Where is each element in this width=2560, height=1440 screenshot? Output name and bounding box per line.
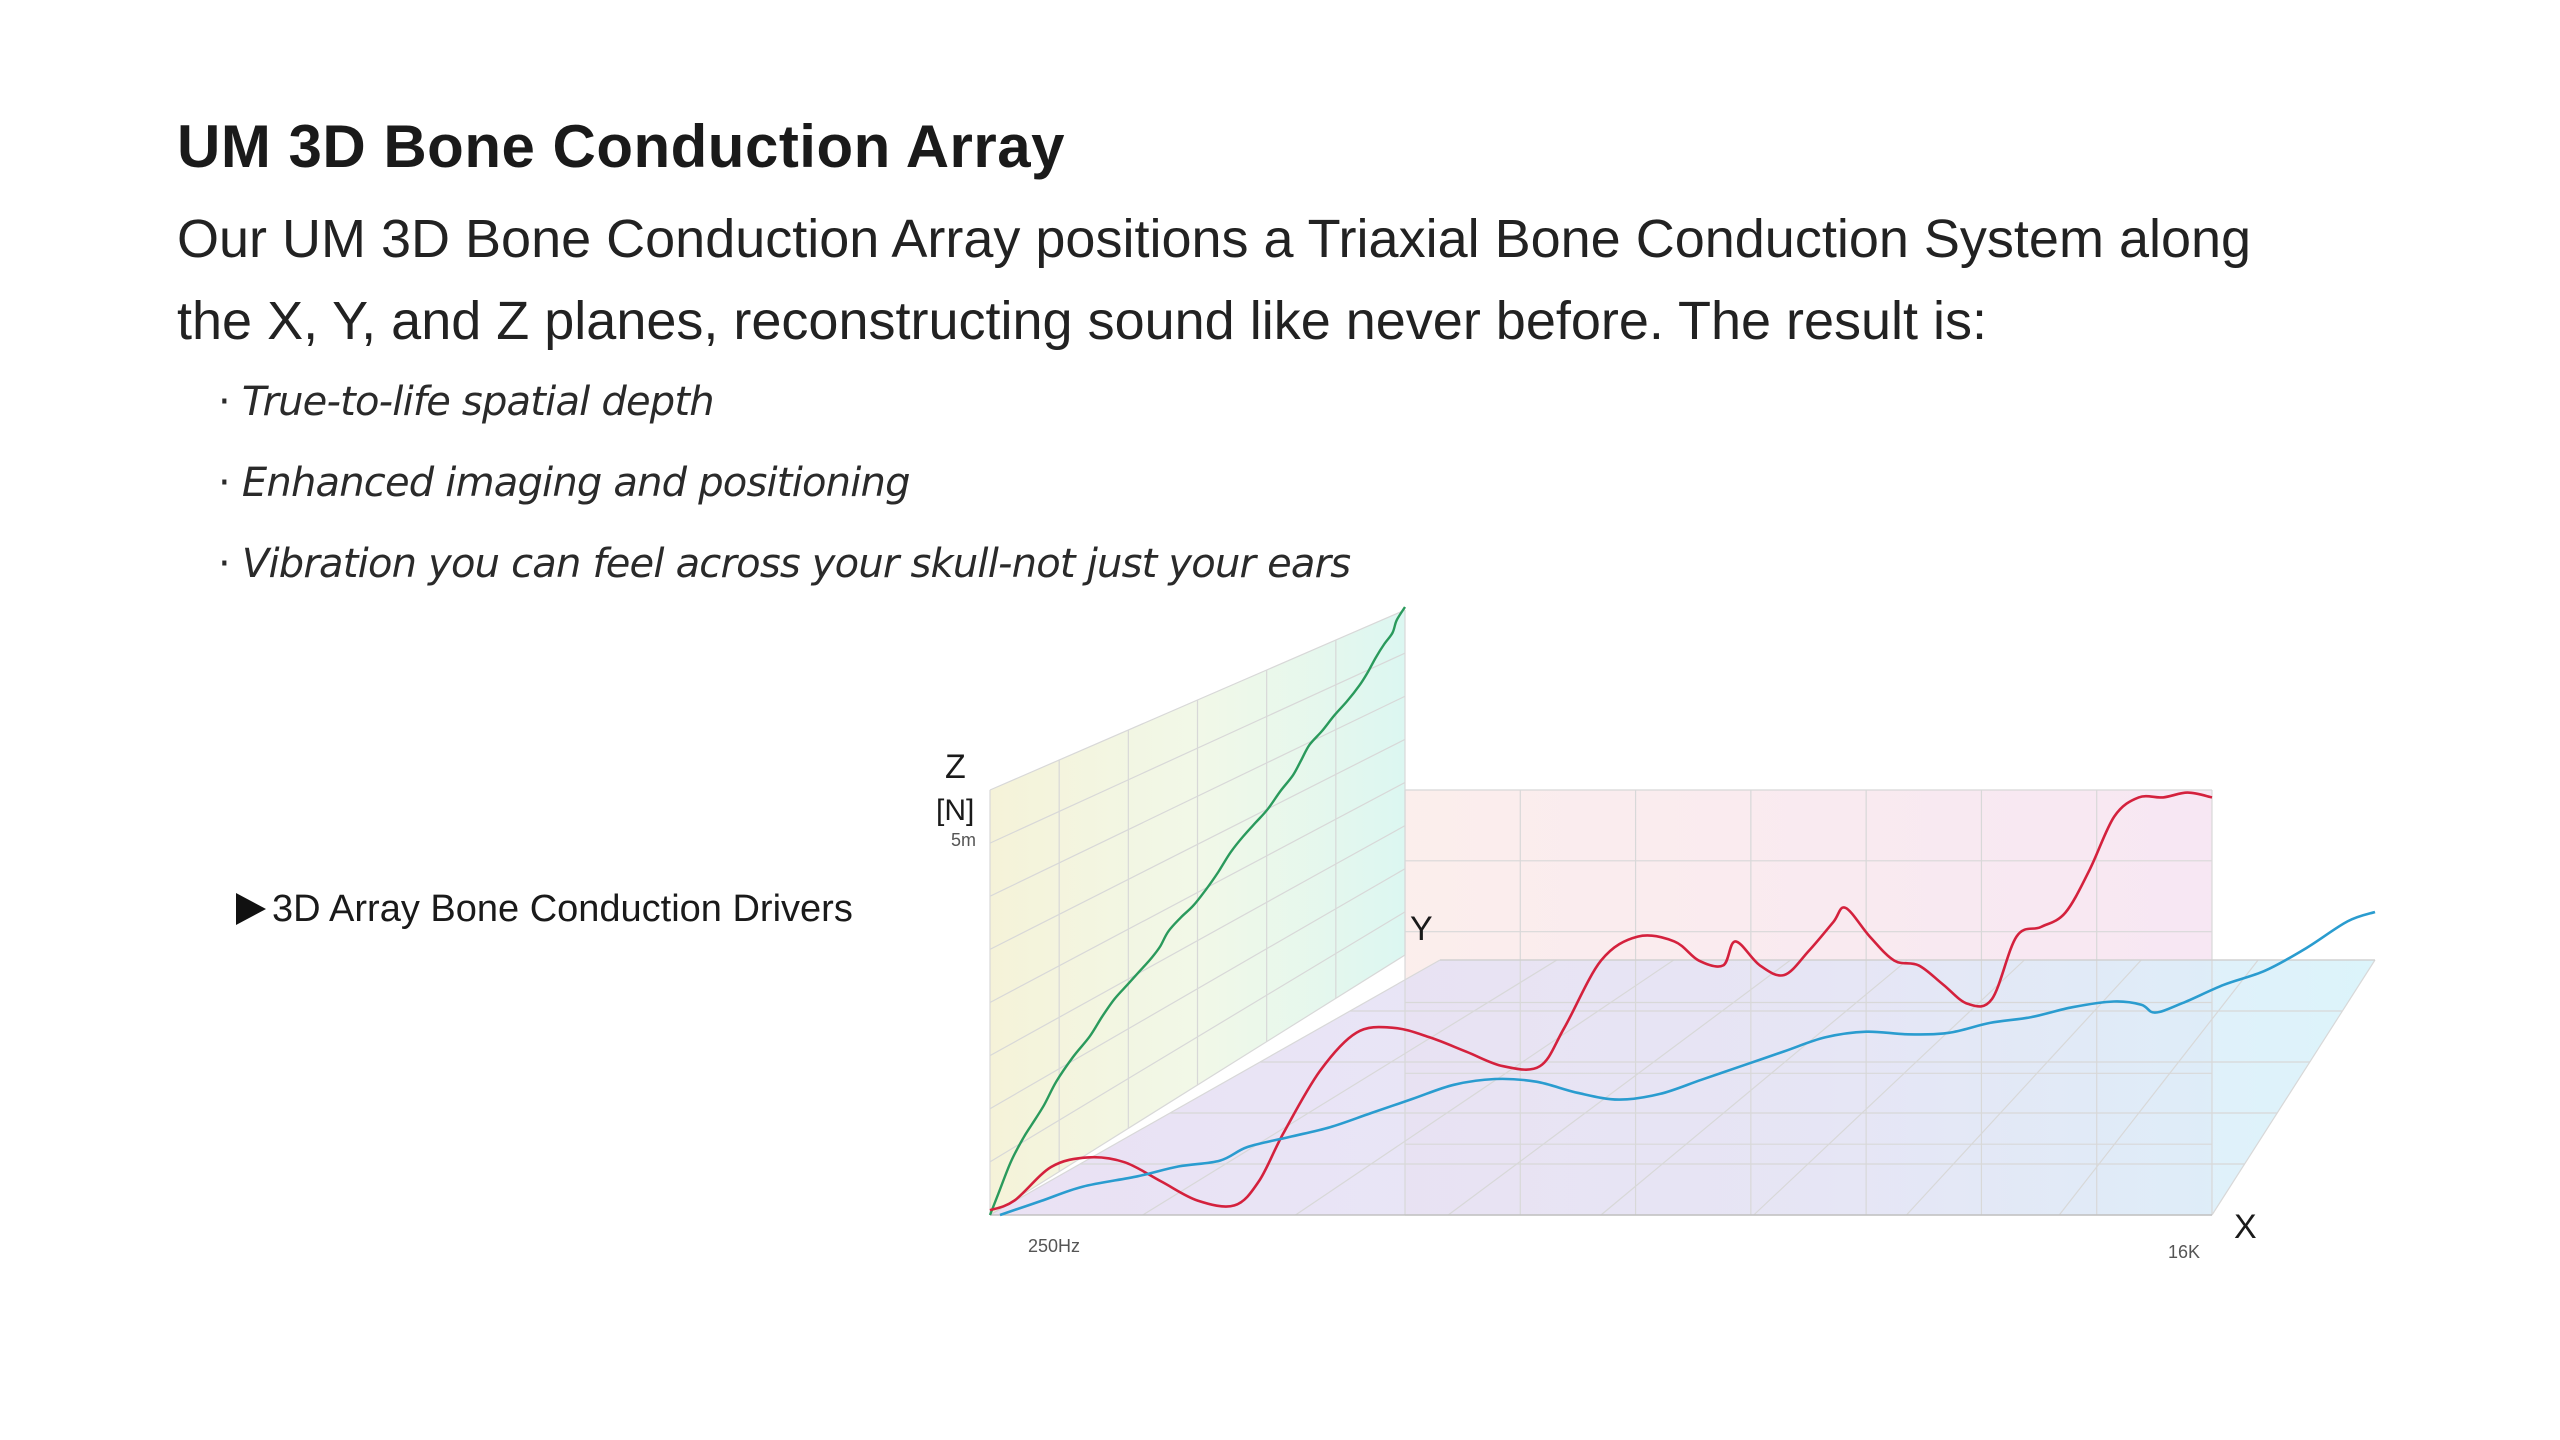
x-axis-response-curve <box>999 910 2376 1217</box>
page-heading: UM 3D Bone Conduction Array <box>177 113 1065 180</box>
x-axis-label: X <box>2234 1208 2257 1246</box>
grid-line <box>989 738 1406 950</box>
grid-line <box>989 695 1406 897</box>
play-triangle-icon <box>236 893 266 925</box>
grid-line <box>2058 959 2259 1216</box>
benefit-item: · True-to-life spatial depth <box>218 362 1350 443</box>
grid-line <box>989 959 1441 1216</box>
grid-line <box>989 781 1406 1004</box>
grid-line <box>989 911 1406 1163</box>
grid-line <box>1295 959 1675 1216</box>
z-axis-response-curve <box>988 606 1407 1216</box>
benefit-text: Enhanced imaging and positioning <box>241 460 911 506</box>
x-tick-end: 16K <box>2168 1242 2200 1262</box>
grid-line <box>1753 959 2025 1216</box>
z-axis-tick: 5m <box>951 830 976 850</box>
grid-lines <box>989 609 2376 1216</box>
grid-line <box>989 609 1406 791</box>
driver-caption-text: 3D Array Bone Conduction Drivers <box>272 888 853 930</box>
bullet-dot: · <box>218 460 231 506</box>
benefit-item: · Enhanced imaging and positioning <box>218 443 1350 524</box>
y-axis-response-curve <box>989 791 2213 1212</box>
driver-caption: 3D Array Bone Conduction Drivers <box>236 888 853 931</box>
z-axis-unit: [N] <box>936 794 974 827</box>
intro-paragraph: Our UM 3D Bone Conduction Array position… <box>177 198 2427 362</box>
benefit-list: · True-to-life spatial depth · Enhanced im… <box>218 362 1351 605</box>
intro-line-2: the X, Y, and Z planes, reconstructing s… <box>177 291 1988 351</box>
grid-line <box>989 652 1406 844</box>
grid-line <box>989 825 1406 1057</box>
grid-line <box>989 868 1406 1110</box>
z-axis-label: Z <box>945 748 966 786</box>
grid-line <box>1142 959 1558 1216</box>
grid-line <box>2211 959 2376 1216</box>
bullet-dot: · <box>218 379 231 425</box>
x-tick-start: 250Hz <box>1028 1236 1080 1256</box>
grid-line <box>1600 959 1908 1216</box>
y-axis-label: Y <box>1410 910 1433 948</box>
benefit-item: · Vibration you can feel across your skul… <box>218 524 1351 605</box>
intro-line-1: Our UM 3D Bone Conduction Array position… <box>177 209 2252 269</box>
grid-line <box>989 954 1406 1216</box>
benefit-text: Vibration you can feel across your skull… <box>241 541 1351 587</box>
bullet-dot: · <box>218 541 231 587</box>
grid-line <box>1447 959 1791 1216</box>
benefit-text: True-to-life spatial depth <box>241 379 715 425</box>
